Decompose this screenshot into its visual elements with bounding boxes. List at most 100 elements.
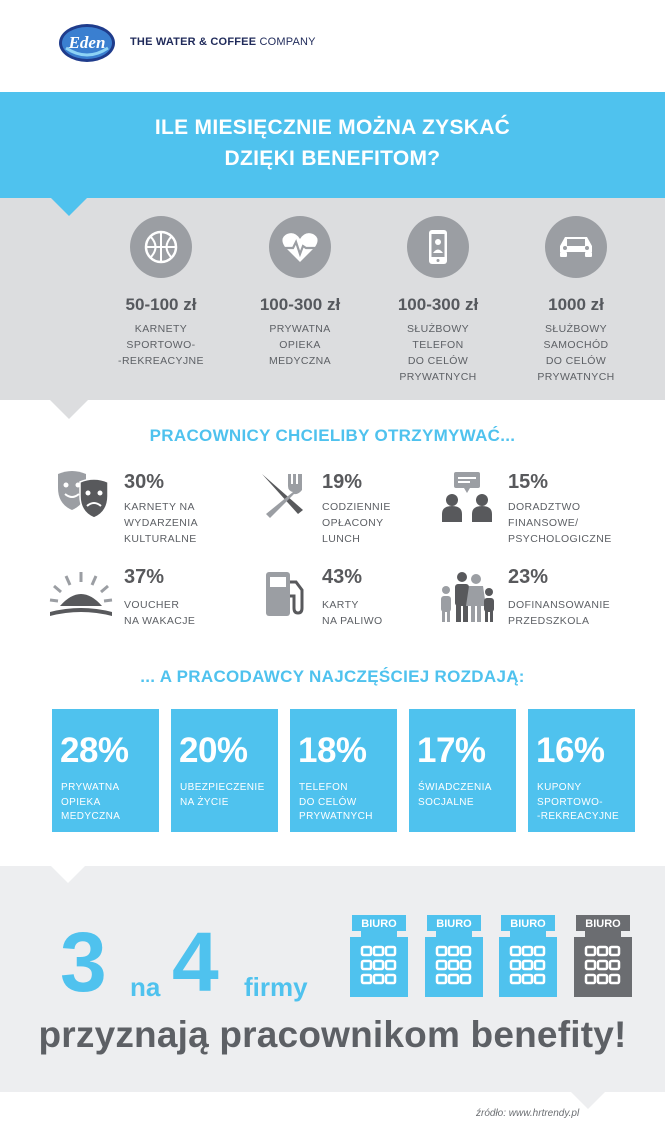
benefit-desc-line: SŁUŻBOWY (544, 323, 608, 335)
employee-pct-6: 23% (508, 566, 549, 588)
desc-line: DOFINANSOWANIE (508, 599, 611, 611)
tile-desc-line: TELEFON (299, 782, 348, 793)
sunset-icon (48, 570, 114, 625)
tile-desc: TELEFON DO CELÓW PRYWATNYCH (299, 781, 373, 825)
fork-knife-icon (258, 470, 308, 525)
employer-tile-1: 28% PRYWATNA OPIEKA MEDYCZNA (52, 709, 159, 832)
office-label: BIURO (510, 918, 546, 930)
logo-text: Eden (68, 33, 106, 52)
benefit-desc-line: PRYWATNYCH (537, 371, 615, 383)
employee-desc-6: DOFINANSOWANIE PRZEDSZKOLA (508, 597, 610, 629)
eden-logo: Eden (58, 22, 116, 64)
theater-masks-icon (56, 470, 112, 525)
benefit-amount-2: 100-300 zł (259, 295, 341, 314)
source-note: źródło: www.hrtrendy.pl (476, 1108, 580, 1119)
title-line-1: ILE MIESIĘCZNIE MOŻNA ZYSKAĆ (154, 116, 511, 139)
benefit-desc-line: -REKREACYJNE (118, 355, 204, 367)
employer-tile-4: 17% ŚWIADCZENIA SOCJALNE (409, 709, 516, 832)
desc-line: NA WAKACJE (124, 615, 196, 627)
desc-line: NA PALIWO (322, 615, 383, 627)
employees-heading: PRACOWNICY CHCIELIBY OTRZYMYWAĆ... (149, 426, 516, 445)
band-pointer (50, 865, 86, 883)
office-building-icon: BIURO (572, 915, 634, 997)
desc-line: DORADZTWO (508, 501, 581, 513)
office-label: BIURO (585, 918, 621, 930)
consultation-icon (440, 470, 494, 529)
desc-line: CODZIENNIE (322, 501, 391, 513)
employee-desc-5: KARTY NA PALIWO (322, 597, 383, 629)
desc-line: PSYCHOLOGICZNE (508, 533, 612, 545)
desc-line: LUNCH (322, 533, 361, 545)
benefit-desc-line: DO CELÓW (407, 355, 469, 367)
band-pointer (50, 400, 88, 419)
tile-desc-line: UBEZPIECZENIE (180, 782, 265, 793)
desc-line: KARTY (322, 599, 359, 611)
benefit-desc-line: SPORTOWO- (126, 339, 196, 351)
employee-pct-4: 37% (124, 566, 165, 588)
tile-desc-line: DO CELÓW (299, 796, 357, 808)
employee-desc-1: KARNETY NA WYDARZENIA KULTURALNE (124, 499, 198, 547)
tile-desc-line: KUPONY (537, 782, 582, 793)
tile-desc-line: PRYWATNA (61, 782, 120, 793)
word-firmy: firmy (244, 972, 308, 1002)
tile-desc-line: SOCJALNE (418, 796, 474, 808)
benefit-desc-line: SAMOCHÓD (543, 339, 609, 351)
employee-desc-4: VOUCHER NA WAKACJE (124, 597, 195, 629)
benefit-desc-3: SŁUŻBOWY TELEFON DO CELÓW PRYWATNYCH (378, 321, 498, 385)
tile-desc: UBEZPIECZENIE NA ŻYCIE (180, 781, 265, 810)
benefit-desc-line: PRYWATNA (269, 323, 331, 335)
tile-desc-line: NA ŻYCIE (180, 796, 229, 808)
basketball-icon (130, 216, 192, 278)
benefit-desc-line: TELEFON (412, 339, 464, 351)
big-number-4: 4 (172, 915, 219, 1009)
benefit-desc-line: KARNETY (134, 323, 188, 335)
family-icon (438, 570, 496, 629)
tagline: THE WATER & COFFEE COMPANY (130, 36, 316, 48)
desc-line: FINANSOWE/ (508, 517, 579, 529)
word-na: na (130, 972, 161, 1002)
desc-line: OPŁACONY (322, 517, 384, 529)
employee-pct-2: 19% (322, 471, 363, 493)
benefit-desc-4: SŁUŻBOWY SAMOCHÓD DO CELÓW PRYWATNYCH (516, 321, 636, 385)
office-building-icon: BIURO (497, 915, 559, 997)
tile-desc: PRYWATNA OPIEKA MEDYCZNA (61, 781, 120, 825)
employee-pct-3: 15% (508, 471, 549, 493)
tile-pct: 16% (536, 731, 605, 770)
tile-pct: 28% (60, 731, 129, 770)
fuel-pump-icon (264, 568, 310, 623)
benefit-amount-1: 50-100 zł (125, 295, 197, 314)
office-label: BIURO (361, 918, 397, 930)
employer-tile-5: 16% KUPONY SPORTOWO- -REKREACYJNE (528, 709, 635, 832)
tile-desc: KUPONY SPORTOWO- -REKREACYJNE (537, 781, 619, 825)
benefit-desc-line: OPIEKA (279, 339, 321, 351)
page-title: ILE MIESIĘCZNIE MOŻNA ZYSKAĆ DZIĘKI BENE… (0, 112, 665, 174)
band-pointer (50, 197, 88, 216)
benefit-desc-line: SŁUŻBOWY (406, 323, 470, 335)
employee-desc-3: DORADZTWO FINANSOWE/ PSYCHOLOGICZNE (508, 499, 612, 547)
tile-desc: ŚWIADCZENIA SOCJALNE (418, 781, 492, 810)
employee-pct-5: 43% (322, 566, 363, 588)
desc-line: KULTURALNE (124, 533, 197, 545)
tile-desc-line: MEDYCZNA (61, 811, 121, 822)
benefit-desc-line: DO CELÓW (545, 355, 607, 367)
benefit-amount-4: 1000 zł (548, 295, 604, 314)
tile-desc-line: PRYWATNYCH (299, 811, 373, 822)
benefit-desc-line: MEDYCZNA (268, 355, 332, 367)
big-number-3: 3 (60, 915, 107, 1009)
slogan: przyznają pracownikom benefity! (38, 1014, 627, 1055)
phone-icon (407, 216, 469, 278)
tile-desc-line: SPORTOWO- (537, 796, 604, 808)
benefit-amount-3: 100-300 zł (397, 295, 479, 314)
tile-desc-line: OPIEKA (61, 796, 101, 808)
employer-tile-2: 20% UBEZPIECZENIE NA ŻYCIE (171, 709, 278, 832)
benefit-desc-line: PRYWATNYCH (399, 371, 477, 383)
office-label: BIURO (436, 918, 472, 930)
employee-desc-2: CODZIENNIE OPŁACONY LUNCH (322, 499, 391, 547)
benefit-desc-2: PRYWATNA OPIEKA MEDYCZNA (240, 321, 360, 369)
tagline-rest: COMPANY (256, 36, 316, 48)
employers-heading: ... A PRACODAWCY NAJCZĘŚCIEJ ROZDAJĄ: (140, 667, 525, 686)
tile-pct: 20% (179, 731, 248, 770)
desc-line: KARNETY NA (124, 501, 195, 513)
title-line-2: DZIĘKI BENEFITOM? (224, 147, 441, 170)
heart-pulse-icon (269, 216, 331, 278)
